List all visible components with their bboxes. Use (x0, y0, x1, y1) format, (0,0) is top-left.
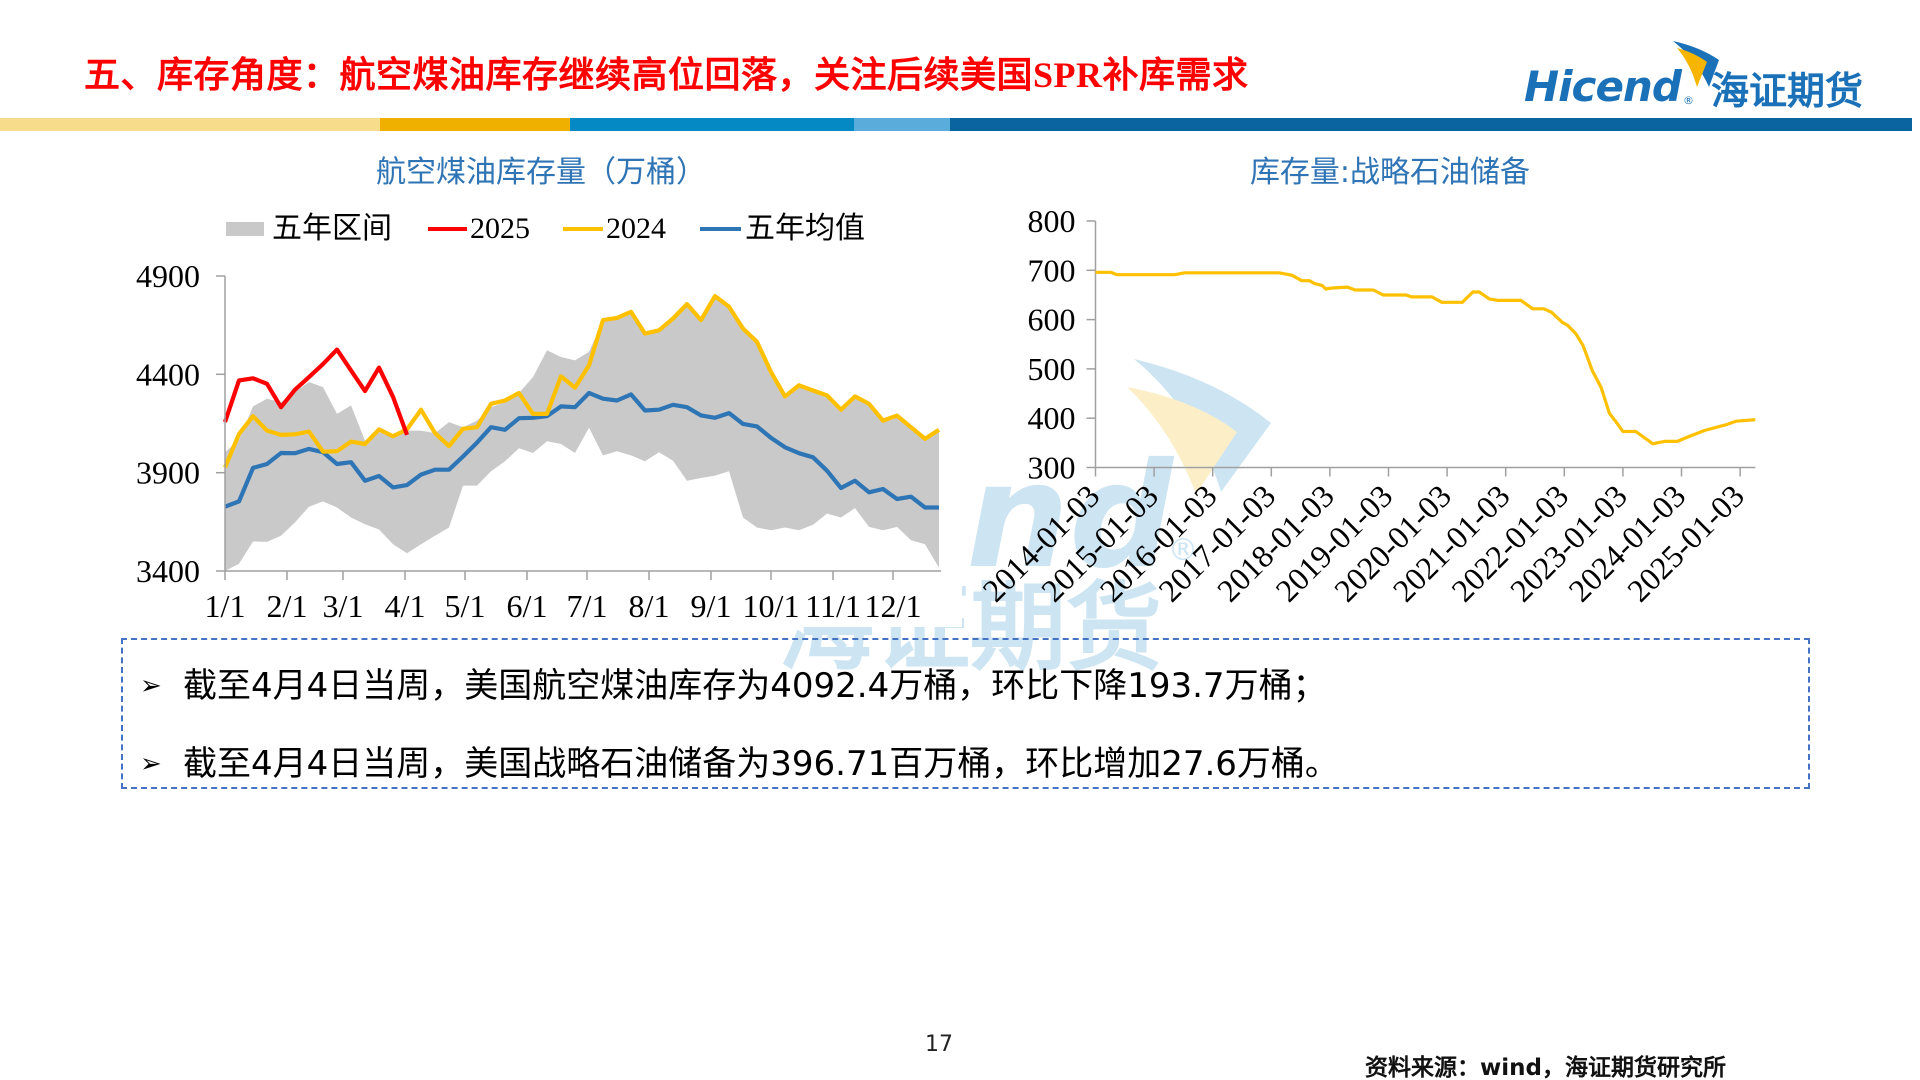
header-bar-segment (380, 118, 570, 131)
x-tick-label: 4/1 (385, 588, 426, 624)
y-tick-label: 800 (1028, 203, 1076, 239)
legend-swatch-five-year-average (700, 227, 741, 231)
arrow-bullet-icon: ➢ (140, 749, 162, 779)
x-tick-label: 2/1 (267, 588, 308, 624)
header-bar-segment (950, 118, 1912, 131)
x-tick-label: 11/1 (805, 588, 861, 624)
y-tick-label: 600 (1028, 302, 1076, 338)
y-tick-label: 400 (1028, 400, 1076, 436)
y-tick-label: 3900 (136, 455, 200, 491)
logo-sail-yellow (1677, 48, 1707, 87)
legend-label-five-year-range: 五年区间 (272, 212, 392, 245)
legend-swatch-2025 (428, 227, 467, 231)
y-tick-label: 500 (1028, 351, 1076, 387)
logo-company-name: 海证期货 (1711, 69, 1864, 113)
page-title: 五、库存角度：航空煤油库存继续高位回落，关注后续美国SPR补库需求 (84, 55, 1249, 95)
header-color-bar (0, 118, 1912, 131)
arrow-bullet-icon: ➢ (140, 671, 162, 701)
y-tick-label: 4900 (136, 258, 200, 294)
spr-inventory-chart: 库存量:战略石油储备 300 400 500 600 700 800 2014-01-03 2… (960, 150, 1820, 640)
logo-wordmark: Hicend (1524, 62, 1682, 111)
x-tick-label: 1/1 (205, 588, 246, 624)
summary-notes-box: ➢ 截至4月4日当周，美国航空煤油库存为4092.4万桶，环比下降193.7万桶… (121, 638, 1810, 789)
legend-label-five-year-average: 五年均值 (745, 212, 865, 245)
note-jet-fuel: 截至4月4日当周，美国航空煤油库存为4092.4万桶，环比下降193.7万桶； (183, 666, 1327, 706)
logo-sail-icon (1673, 41, 1719, 87)
five-year-range-band (225, 296, 939, 571)
legend-label-2024: 2024 (606, 212, 666, 245)
jet-fuel-plot-area: 3400 3900 4400 4900 1/1 2/1 3/1 4/1 5/1 6/1 7/1 8/1… (136, 258, 941, 624)
legend-swatch-2024 (563, 227, 603, 231)
header-bar-segment (0, 118, 380, 131)
legend-swatch-five-year-range (226, 222, 264, 236)
series-line-avg5y (224, 390, 939, 510)
header-bar-segment (570, 118, 854, 131)
spr-plot-area: 3004005006007008002014-01-032015-01-0320… (975, 203, 1756, 609)
page-number: 17 (925, 1032, 953, 1057)
x-tick-label: 9/1 (691, 588, 732, 624)
y-tick-label: 700 (1028, 252, 1076, 288)
x-tick-label: 7/1 (567, 588, 608, 624)
logo-registered-mark: ® (1683, 94, 1694, 107)
series-line-y2024 (223, 294, 941, 469)
chart-title: 航空煤油库存量（万桶） (376, 155, 706, 190)
note-spr: 截至4月4日当周，美国战略石油储备为396.71百万桶，环比增加27.6万桶。 (183, 744, 1339, 784)
header-bar-segment (854, 118, 950, 131)
y-tick-label: 300 (1028, 450, 1076, 486)
series-line-spr (1095, 270, 1756, 446)
x-tick-label: 6/1 (507, 588, 548, 624)
legend-label-2025: 2025 (470, 212, 530, 245)
y-tick-label: 4400 (136, 356, 200, 392)
series-line-y2025 (223, 347, 409, 436)
x-tick-label: 12/1 (865, 588, 922, 624)
jet-fuel-inventory-chart: 航空煤油库存量（万桶） 五年区间 2025 2024 五年均值 3400 3900… (120, 150, 962, 627)
x-tick-label: 5/1 (445, 588, 486, 624)
x-tick-label: 8/1 (629, 588, 670, 624)
chart-title: 库存量:战略石油储备 (1249, 155, 1531, 190)
x-tick-label: 3/1 (323, 588, 364, 624)
y-tick-label: 3400 (136, 553, 200, 589)
data-source: 资料来源：wind，海证期货研究所 (1365, 1055, 1726, 1080)
x-tick-label: 10/1 (743, 588, 800, 624)
